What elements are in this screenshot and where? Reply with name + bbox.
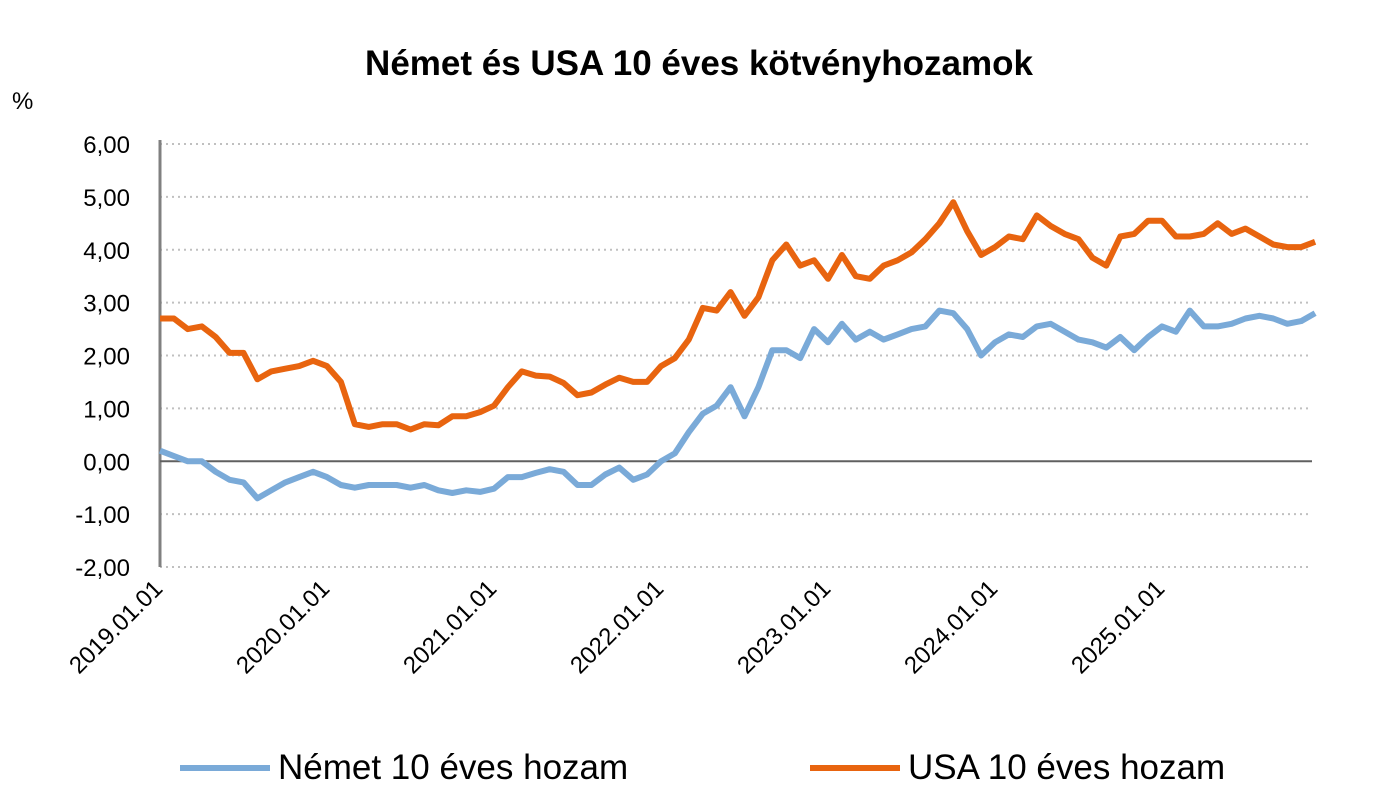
legend-item-usa: USA 10 éves hozam (810, 748, 1225, 788)
series-line-german (158, 307, 1317, 502)
y-tick-label: 2,00 (83, 344, 130, 371)
x-tick-label: 2020.01.01 (231, 575, 335, 679)
y-axis-unit: % (12, 88, 34, 115)
x-tick-label: 2024.01.01 (899, 575, 1003, 679)
chart-title: Német és USA 10 éves kötvényhozamok (365, 44, 1033, 83)
y-tick-label: 0,00 (83, 449, 130, 476)
y-tick-label: -2,00 (75, 555, 130, 582)
legend-swatch-usa (810, 765, 900, 771)
y-tick-label: 1,00 (83, 396, 130, 423)
legend-label-german: Német 10 éves hozam (278, 748, 629, 787)
x-tick-label: 2023.01.01 (732, 575, 836, 679)
x-tick-label: 2021.01.01 (398, 575, 502, 679)
y-tick-label: 3,00 (83, 291, 130, 318)
legend-item-german: Német 10 éves hozam (180, 748, 628, 788)
y-tick-label: 5,00 (83, 185, 130, 212)
x-tick-label: 2025.01.01 (1066, 575, 1170, 679)
y-tick-label: 4,00 (83, 238, 130, 265)
legend-label-usa: USA 10 éves hozam (908, 748, 1226, 787)
x-tick-label: 2022.01.01 (565, 575, 669, 679)
y-tick-label: 6,00 (83, 132, 130, 159)
x-tick-label: 2019.01.01 (64, 575, 168, 679)
legend-swatch-german (180, 765, 270, 771)
series-line-usa (160, 199, 1317, 433)
y-tick-label: -1,00 (75, 502, 130, 529)
